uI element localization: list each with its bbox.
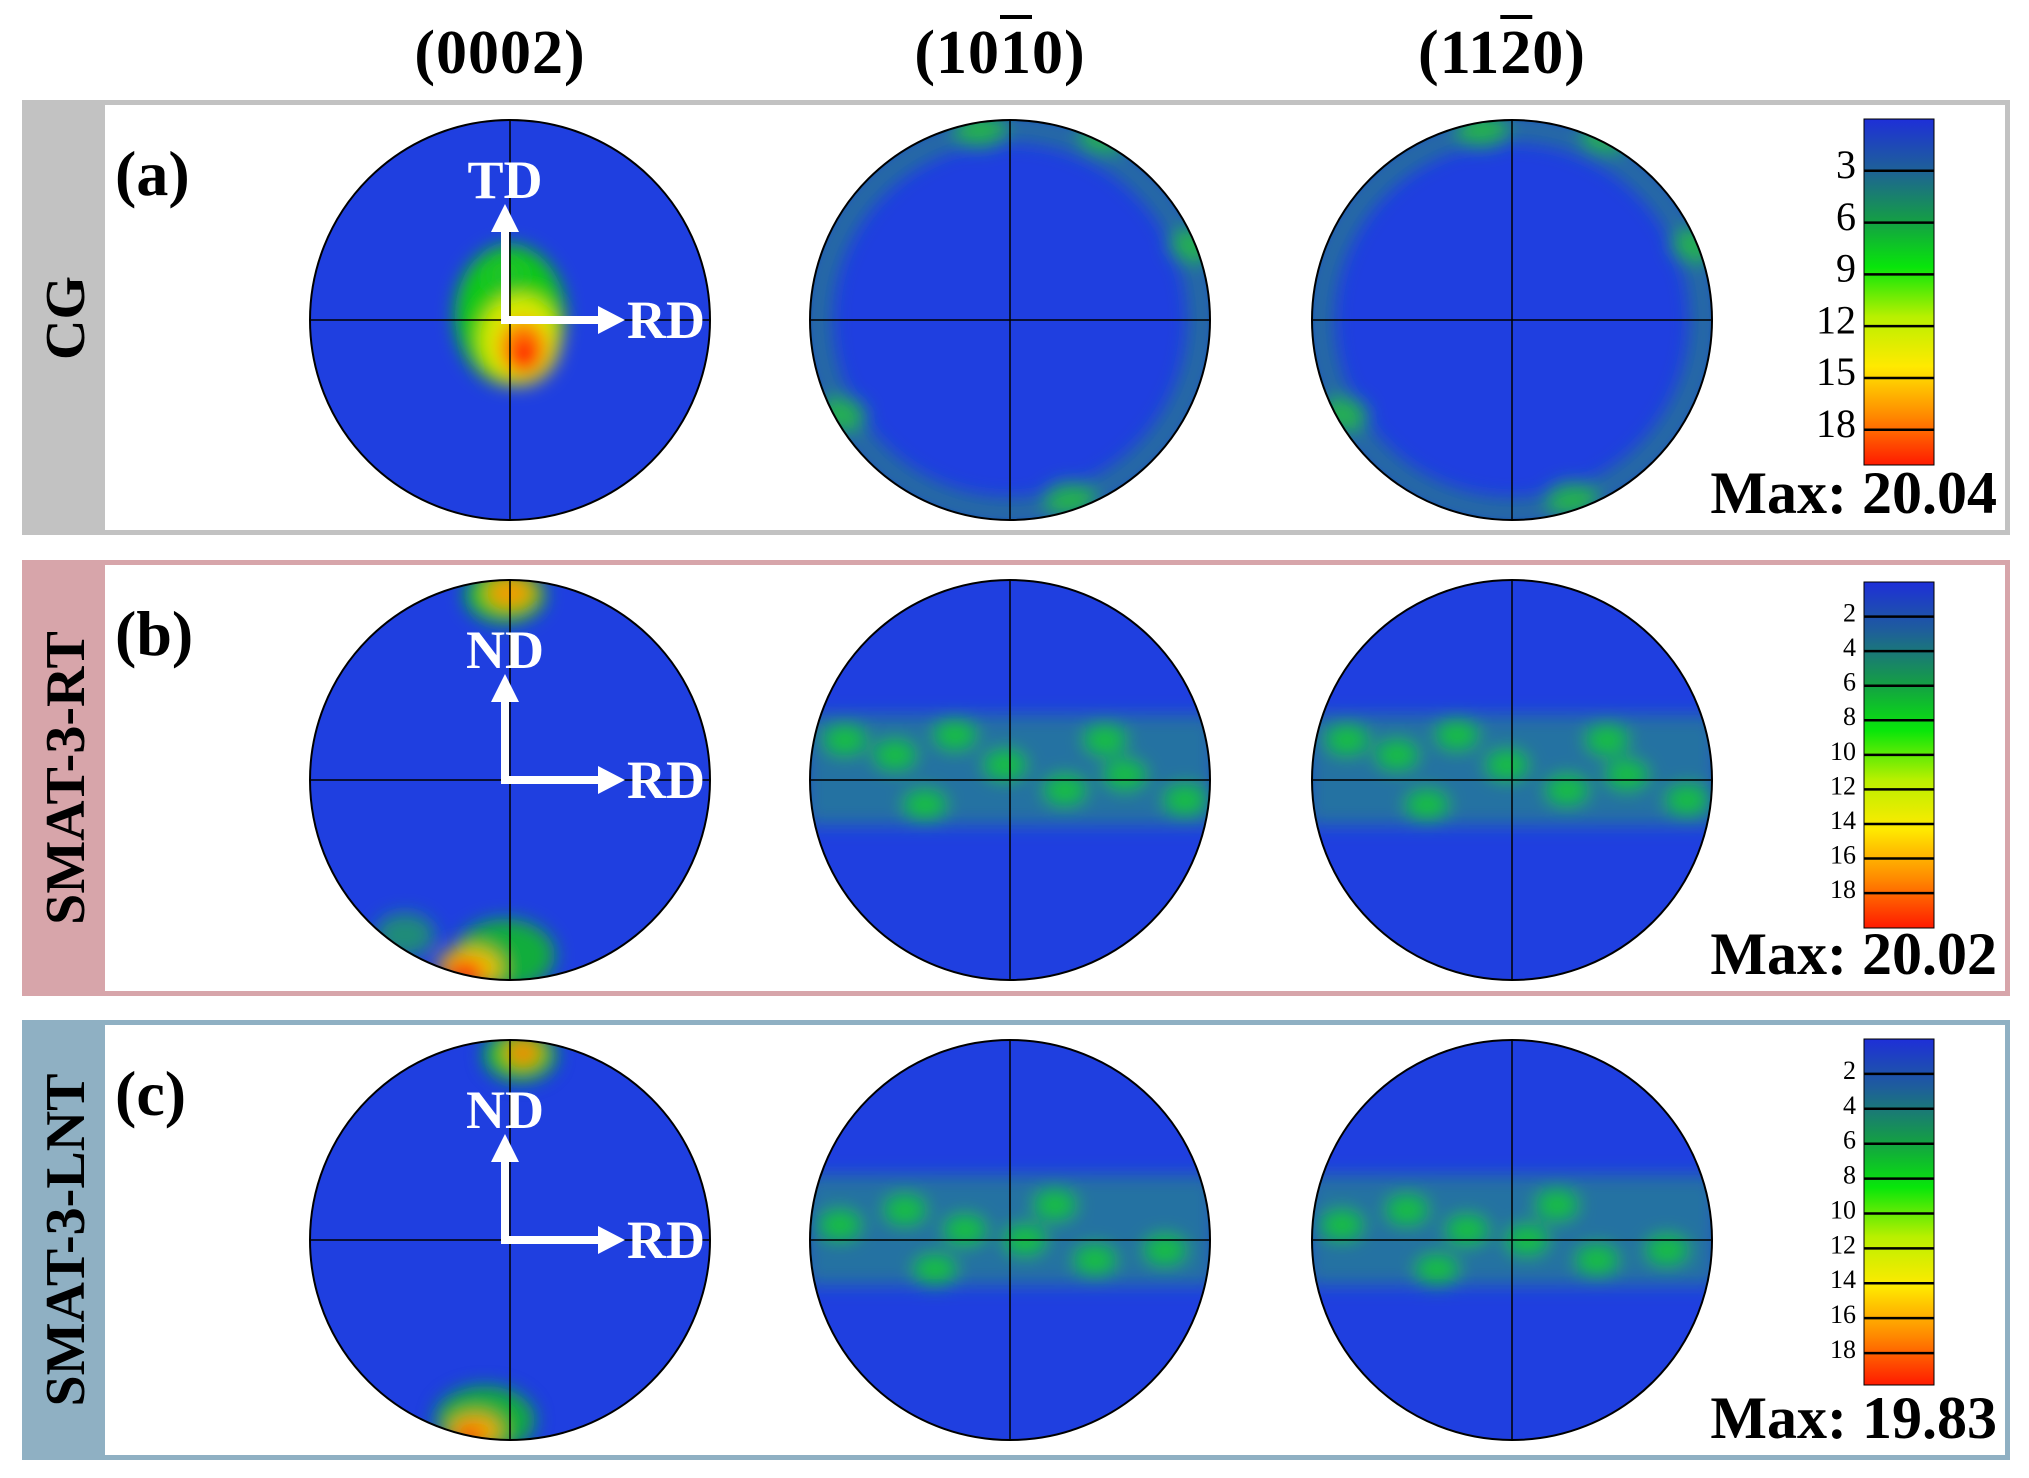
column-header-0002: (0002) <box>414 19 586 87</box>
pole-figure-11-20 <box>1311 1039 1713 1441</box>
colorbar-tick-label: 12 <box>1816 297 1856 342</box>
sample-label: CG <box>35 275 97 360</box>
pole-figure-10-10 <box>809 579 1211 981</box>
colorbar-tick-label: 18 <box>1830 1335 1856 1364</box>
sample-label: SMAT-3-RT <box>35 631 97 925</box>
arrow-label-up: ND <box>466 620 544 680</box>
sample-label-bar: CG <box>27 105 105 530</box>
panel-letter: (a) <box>115 138 190 209</box>
sample-label: SMAT-3-LNT <box>35 1073 97 1407</box>
arrow-label-right: RD <box>627 290 705 350</box>
max-intensity-label: Max: 19.83 <box>1710 1385 1997 1451</box>
pole-figure-0002: ND RD <box>309 1039 711 1441</box>
pole-figure-outline <box>309 119 711 521</box>
colorbar-tick-label: 15 <box>1816 349 1856 394</box>
colorbar: 2 4 6 8 10 12 14 16 18 <box>1830 581 1935 929</box>
arrow-label-right: RD <box>627 1210 705 1270</box>
pole-figure-10-10 <box>809 119 1211 521</box>
max-intensity-label: Max: 20.04 <box>1710 460 1997 526</box>
pole-figure-outline <box>1311 1039 1713 1441</box>
colorbar: 3 6 9 12 15 18 <box>1816 118 1935 466</box>
colorbar-gradient <box>1863 1038 1935 1386</box>
panel-smat-3-lnt: SMAT-3-LNT (c) ND RD 2 4 6 8 10 12 14 16 18 Max: … <box>22 1020 2010 1460</box>
colorbar-gradient <box>1863 118 1935 466</box>
colorbar-tick-label: 18 <box>1830 875 1856 904</box>
pole-figure-outline <box>1311 579 1713 981</box>
colorbar-tick-label: 4 <box>1843 633 1856 662</box>
colorbar-tick-label: 2 <box>1843 599 1856 628</box>
colorbar-tick-label: 14 <box>1830 806 1856 835</box>
colorbar-tick-label: 16 <box>1830 840 1856 869</box>
pole-figure-0002: TD RD <box>309 119 711 521</box>
panel-cg: CG (a) TD RD 3 6 9 12 15 18 Max: 20.04 <box>22 100 2010 535</box>
colorbar-tick-label: 2 <box>1843 1056 1856 1085</box>
colorbar-tick-label: 4 <box>1843 1091 1856 1120</box>
colorbar-tick-label: 8 <box>1843 1161 1856 1190</box>
pole-figure-11-20 <box>1311 579 1713 981</box>
pole-figure-outline <box>809 579 1211 981</box>
colorbar-tick-label: 9 <box>1836 246 1856 291</box>
pole-figure-outline <box>309 579 711 981</box>
pole-figure-0002: ND RD <box>309 579 711 981</box>
colorbar-tick-label: 18 <box>1816 401 1856 446</box>
sample-label-bar: SMAT-3-LNT <box>27 1025 105 1455</box>
pole-figure-outline <box>309 1039 711 1441</box>
column-header-10-10: (1010) <box>914 19 1086 87</box>
panel-letter: (b) <box>115 598 194 669</box>
colorbar-tick-label: 6 <box>1843 1126 1856 1155</box>
colorbar-tick-label: 14 <box>1830 1265 1856 1294</box>
panel-smat-3-rt: SMAT-3-RT (b) ND RD 2 4 6 8 10 12 14 16 18 Max: 2… <box>22 560 2010 996</box>
colorbar-tick-label: 6 <box>1836 194 1856 239</box>
pole-figure-11-20 <box>1311 119 1713 521</box>
sample-label-bar: SMAT-3-RT <box>27 565 105 991</box>
sample-axes-arrows: TD RD <box>467 150 705 350</box>
pole-figure-outline <box>1311 119 1713 521</box>
colorbar-tick-label: 16 <box>1830 1300 1856 1329</box>
colorbar: 2 4 6 8 10 12 14 16 18 <box>1830 1038 1935 1386</box>
sample-axes-arrows: ND RD <box>466 620 705 810</box>
arrow-label-up: ND <box>466 1080 544 1140</box>
arrow-label-right: RD <box>627 750 705 810</box>
colorbar-tick-label: 3 <box>1836 142 1856 187</box>
column-header-11-20: (1120) <box>1418 19 1586 87</box>
colorbar-tick-label: 12 <box>1830 1230 1856 1259</box>
max-intensity-label: Max: 20.02 <box>1710 921 1997 987</box>
sample-axes-arrows: ND RD <box>466 1080 705 1270</box>
panel-letter: (c) <box>115 1058 187 1129</box>
colorbar-tick-label: 10 <box>1830 1195 1856 1224</box>
pole-figure-10-10 <box>809 1039 1211 1441</box>
colorbar-tick-label: 8 <box>1843 702 1856 731</box>
colorbar-tick-label: 6 <box>1843 668 1856 697</box>
colorbar-tick-label: 12 <box>1830 771 1856 800</box>
arrow-label-up: TD <box>467 150 542 210</box>
colorbar-tick-label: 10 <box>1830 737 1856 766</box>
pole-figure-outline <box>809 119 1211 521</box>
pole-figure-outline <box>809 1039 1211 1441</box>
